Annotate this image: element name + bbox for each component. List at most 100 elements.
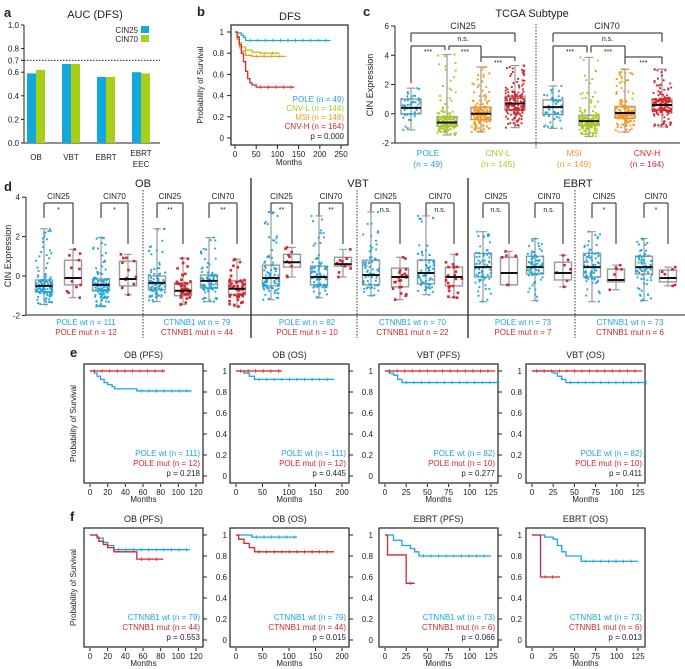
data-point [620, 126, 623, 129]
data-point [506, 117, 509, 120]
y-tick-label: 2 [16, 233, 21, 242]
data-point [621, 114, 624, 117]
data-point [275, 237, 278, 240]
data-point [537, 242, 540, 245]
data-point [667, 112, 670, 115]
data-point [561, 254, 565, 257]
data-point [669, 121, 672, 124]
data-point [444, 130, 447, 133]
data-point [591, 121, 594, 124]
data-point [531, 250, 534, 253]
data-point [373, 257, 376, 260]
legend-label: POLE wt (n = 82) [580, 449, 642, 458]
data-point [264, 283, 267, 286]
data-point [277, 292, 280, 295]
data-point [429, 259, 432, 262]
data-point [406, 104, 409, 106]
data-point [477, 116, 480, 119]
data-point [51, 301, 53, 304]
data-point [366, 280, 369, 283]
y-tick-label: 4 [385, 51, 390, 60]
bar-cin70 [36, 69, 45, 143]
data-point [638, 271, 640, 274]
data-point [242, 291, 246, 295]
data-point [668, 99, 671, 101]
data-point [552, 97, 555, 100]
data-point [653, 123, 656, 126]
data-point [486, 253, 489, 256]
data-point [49, 301, 52, 303]
data-point [134, 275, 138, 279]
data-point [590, 255, 593, 258]
data-point [507, 104, 510, 106]
data-point [420, 269, 423, 272]
data-point [531, 261, 534, 264]
data-point [68, 254, 71, 257]
data-point [277, 297, 279, 300]
data-point [98, 293, 101, 296]
data-point [212, 274, 214, 277]
data-point [581, 116, 584, 118]
data-point [315, 285, 318, 288]
data-point [404, 294, 408, 298]
data-point [92, 282, 95, 284]
data-point [315, 278, 318, 281]
data-point [444, 125, 447, 128]
data-point [149, 245, 151, 248]
y-tick-label: 0.8 [362, 388, 374, 397]
data-point [516, 108, 519, 111]
data-point [188, 291, 192, 294]
data-point [38, 255, 41, 258]
p-value: p = 0.013 [608, 633, 642, 642]
data-point [432, 264, 435, 267]
data-point [640, 248, 643, 251]
data-point [46, 290, 49, 293]
data-point [522, 109, 525, 112]
data-point [400, 285, 403, 289]
data-point [512, 112, 515, 115]
data-point [40, 251, 43, 254]
data-point [149, 279, 152, 282]
y-tick-label: 1 [369, 367, 374, 376]
data-point [375, 248, 377, 251]
data-point [266, 271, 269, 274]
data-point [343, 264, 347, 268]
data-point [50, 281, 53, 284]
data-point [164, 271, 166, 274]
data-point [105, 300, 108, 303]
y-tick-label: 0 [223, 636, 228, 645]
data-point [363, 287, 366, 290]
data-point [587, 116, 589, 119]
bar-cin25 [27, 73, 36, 143]
data-point [583, 245, 586, 248]
legend-label: CNV-L (n = 144) [286, 104, 344, 113]
data-point [377, 211, 379, 213]
data-point [35, 289, 38, 292]
data-point [208, 263, 211, 266]
data-point [485, 66, 488, 68]
data-point [474, 118, 477, 121]
legend-label: POLE wt (n = 111) [281, 449, 346, 458]
data-point [484, 277, 487, 280]
bar-cin25 [97, 76, 106, 143]
data-point [596, 59, 599, 62]
data-point [489, 110, 492, 113]
data-point [95, 289, 98, 292]
data-point [663, 106, 666, 109]
data-point [655, 109, 658, 112]
data-point [586, 91, 589, 94]
data-point [318, 267, 320, 270]
data-point [449, 114, 452, 117]
data-point [629, 124, 632, 127]
data-point [46, 294, 49, 297]
data-point [400, 112, 403, 115]
data-point [78, 296, 81, 299]
data-point [645, 255, 648, 258]
data-point [445, 68, 447, 71]
data-point [641, 238, 644, 241]
data-point [427, 286, 430, 289]
data-point [412, 100, 415, 103]
data-point [157, 279, 160, 282]
data-point [163, 291, 166, 294]
bar-cin70 [106, 76, 115, 143]
